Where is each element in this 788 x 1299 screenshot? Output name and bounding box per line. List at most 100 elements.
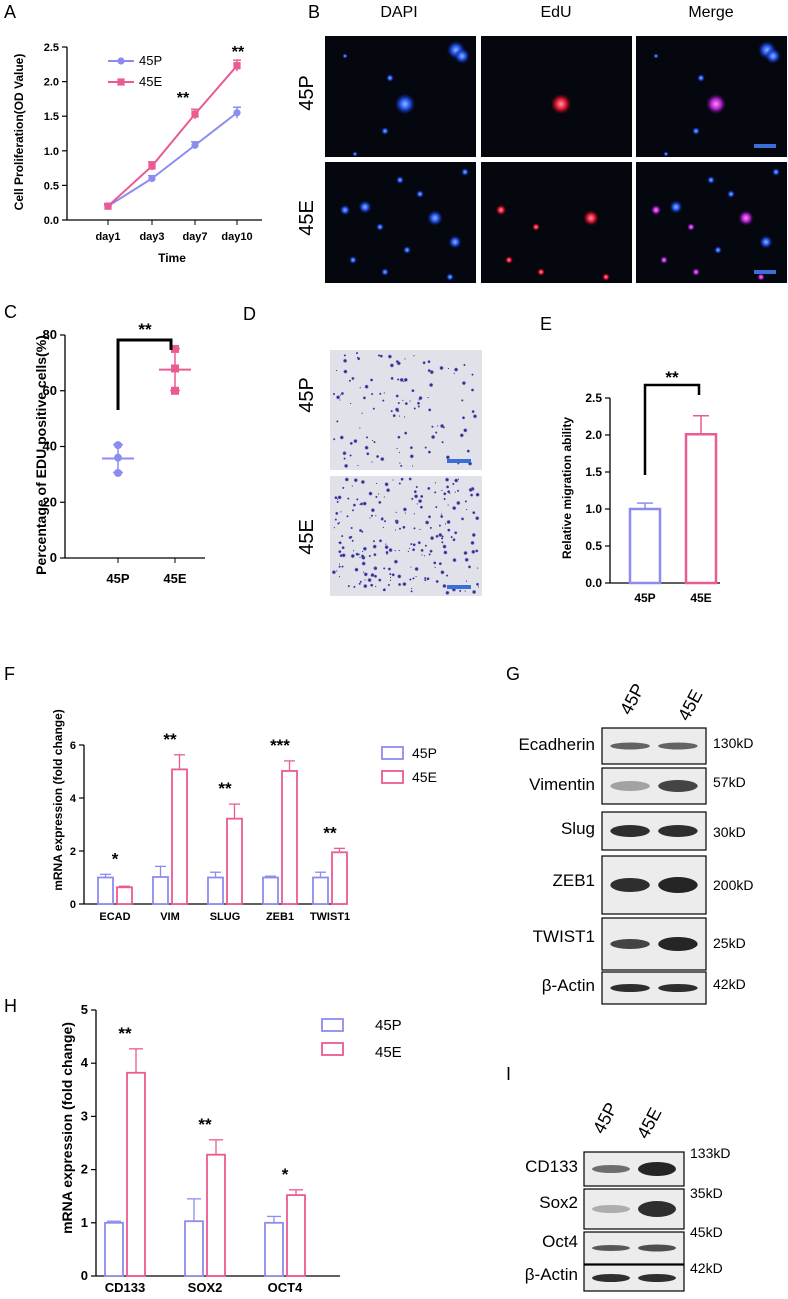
c-y-tick-label: 20	[43, 494, 57, 509]
migrated-cell	[371, 439, 374, 442]
e-y-tick-label: 0.0	[585, 576, 602, 590]
migrated-cell	[423, 576, 427, 580]
migrated-cell	[362, 396, 367, 400]
a-x-tick-label: day10	[221, 231, 252, 243]
migrated-cell	[343, 354, 347, 357]
cell-nucleus	[707, 176, 715, 184]
a-sig-day7: **	[177, 90, 190, 107]
migrated-cell	[383, 496, 386, 498]
cell-nucleus	[358, 200, 372, 214]
migrated-cell	[412, 543, 417, 547]
blot-band	[610, 742, 650, 750]
migrated-cell	[385, 543, 387, 545]
g-protein-twist1: TWIST1	[533, 927, 595, 946]
migrated-cell	[412, 577, 415, 580]
migrated-cell	[336, 420, 339, 423]
migrated-cell	[434, 482, 437, 484]
migrated-cell	[444, 477, 450, 483]
f-bar-45P-ZEB1	[262, 876, 279, 905]
a-y-tick-label: 0.0	[44, 215, 59, 227]
migrated-cell	[461, 380, 467, 386]
i-lane-45p: 45P	[589, 1099, 622, 1137]
migrated-cell	[333, 526, 336, 529]
migrated-cell	[434, 431, 438, 434]
migrated-cell	[408, 477, 413, 481]
a-point-45p	[191, 141, 199, 149]
migrated-cell	[454, 491, 457, 493]
migrated-cell	[382, 399, 385, 402]
migrated-cell	[339, 394, 342, 396]
migrated-cell	[419, 528, 421, 531]
migrated-cell	[378, 539, 383, 543]
migrated-cell	[366, 452, 370, 456]
migrated-cell	[396, 378, 400, 381]
scale-bar	[447, 459, 471, 463]
migrated-cell	[396, 447, 398, 450]
migrated-cell	[335, 369, 338, 372]
migrated-cell	[378, 578, 382, 582]
migrated-cell	[399, 377, 405, 383]
cell-nucleus	[738, 210, 754, 226]
migrated-cell	[332, 437, 336, 441]
migrated-cell	[340, 511, 342, 513]
cell-nucleus	[376, 223, 384, 231]
migrated-cell	[364, 445, 369, 451]
migrated-cell	[363, 583, 368, 589]
migrated-cell	[461, 416, 466, 420]
migrated-cell	[394, 529, 397, 531]
migrated-cell	[458, 589, 462, 593]
a-x-tick-label: day3	[139, 231, 164, 243]
blot-band	[610, 825, 650, 837]
fluorescence-images	[325, 36, 787, 283]
scale-bar	[754, 270, 776, 274]
g-size-b-actin: 42kD	[713, 976, 746, 992]
blot-band	[610, 939, 650, 949]
migrated-cell	[407, 550, 410, 553]
h-bar-45E-SOX2	[206, 1153, 226, 1277]
migrated-cell	[411, 547, 416, 552]
h-y-axis-title: mRNA expression (fold change)	[59, 1022, 75, 1234]
h-sig-marker: *	[282, 1165, 289, 1184]
a-y-tick-label: 1.5	[44, 111, 59, 123]
migrated-cell	[373, 440, 376, 444]
e-sig: **	[665, 368, 679, 387]
migrated-cell	[343, 369, 348, 374]
migrated-cell	[370, 514, 374, 517]
chart-a: 0.0 0.5 1.0 1.5 2.0 2.5 day1 day3 day7 day10	[44, 42, 262, 243]
migrated-cell	[417, 540, 422, 545]
migrated-cell	[388, 547, 393, 553]
migrated-cell	[334, 495, 338, 500]
h-bar-45P-CD133	[104, 1221, 124, 1277]
migrated-cell	[387, 567, 392, 571]
cell-nucleus	[461, 168, 469, 176]
migrated-cell	[338, 565, 341, 568]
migrated-cell	[464, 590, 467, 592]
a-x-tick-label: day7	[182, 231, 207, 243]
migrated-cell	[427, 450, 432, 454]
migrated-cell	[353, 438, 358, 444]
cell-nucleus	[692, 127, 700, 135]
migrated-cell	[410, 590, 413, 593]
migrated-cell	[435, 505, 438, 509]
migrated-cell	[352, 550, 355, 552]
migrated-cell	[463, 363, 466, 367]
migrated-cell	[354, 567, 359, 572]
blot-band	[658, 742, 698, 750]
migrated-cell	[383, 392, 386, 394]
migrated-cell	[403, 416, 406, 418]
e-y-tick-label: 2.0	[585, 428, 602, 442]
cell-nucleus	[532, 223, 540, 231]
migrated-cell	[385, 550, 389, 555]
panel-label-g: G	[506, 664, 520, 684]
i-lane-45e: 45E	[633, 1104, 666, 1142]
migrated-cell	[439, 365, 444, 371]
migrated-cell	[443, 492, 447, 496]
migrated-cell	[339, 435, 345, 440]
g-protein-ecadherin: Ecadherin	[518, 735, 595, 754]
migrated-cell	[341, 565, 344, 568]
migrated-cell	[365, 436, 369, 439]
c-point-45p	[114, 441, 122, 450]
i-size-cd133: 133kD	[690, 1145, 730, 1161]
migrated-cell	[383, 519, 387, 523]
panel-label-h: H	[4, 996, 17, 1016]
